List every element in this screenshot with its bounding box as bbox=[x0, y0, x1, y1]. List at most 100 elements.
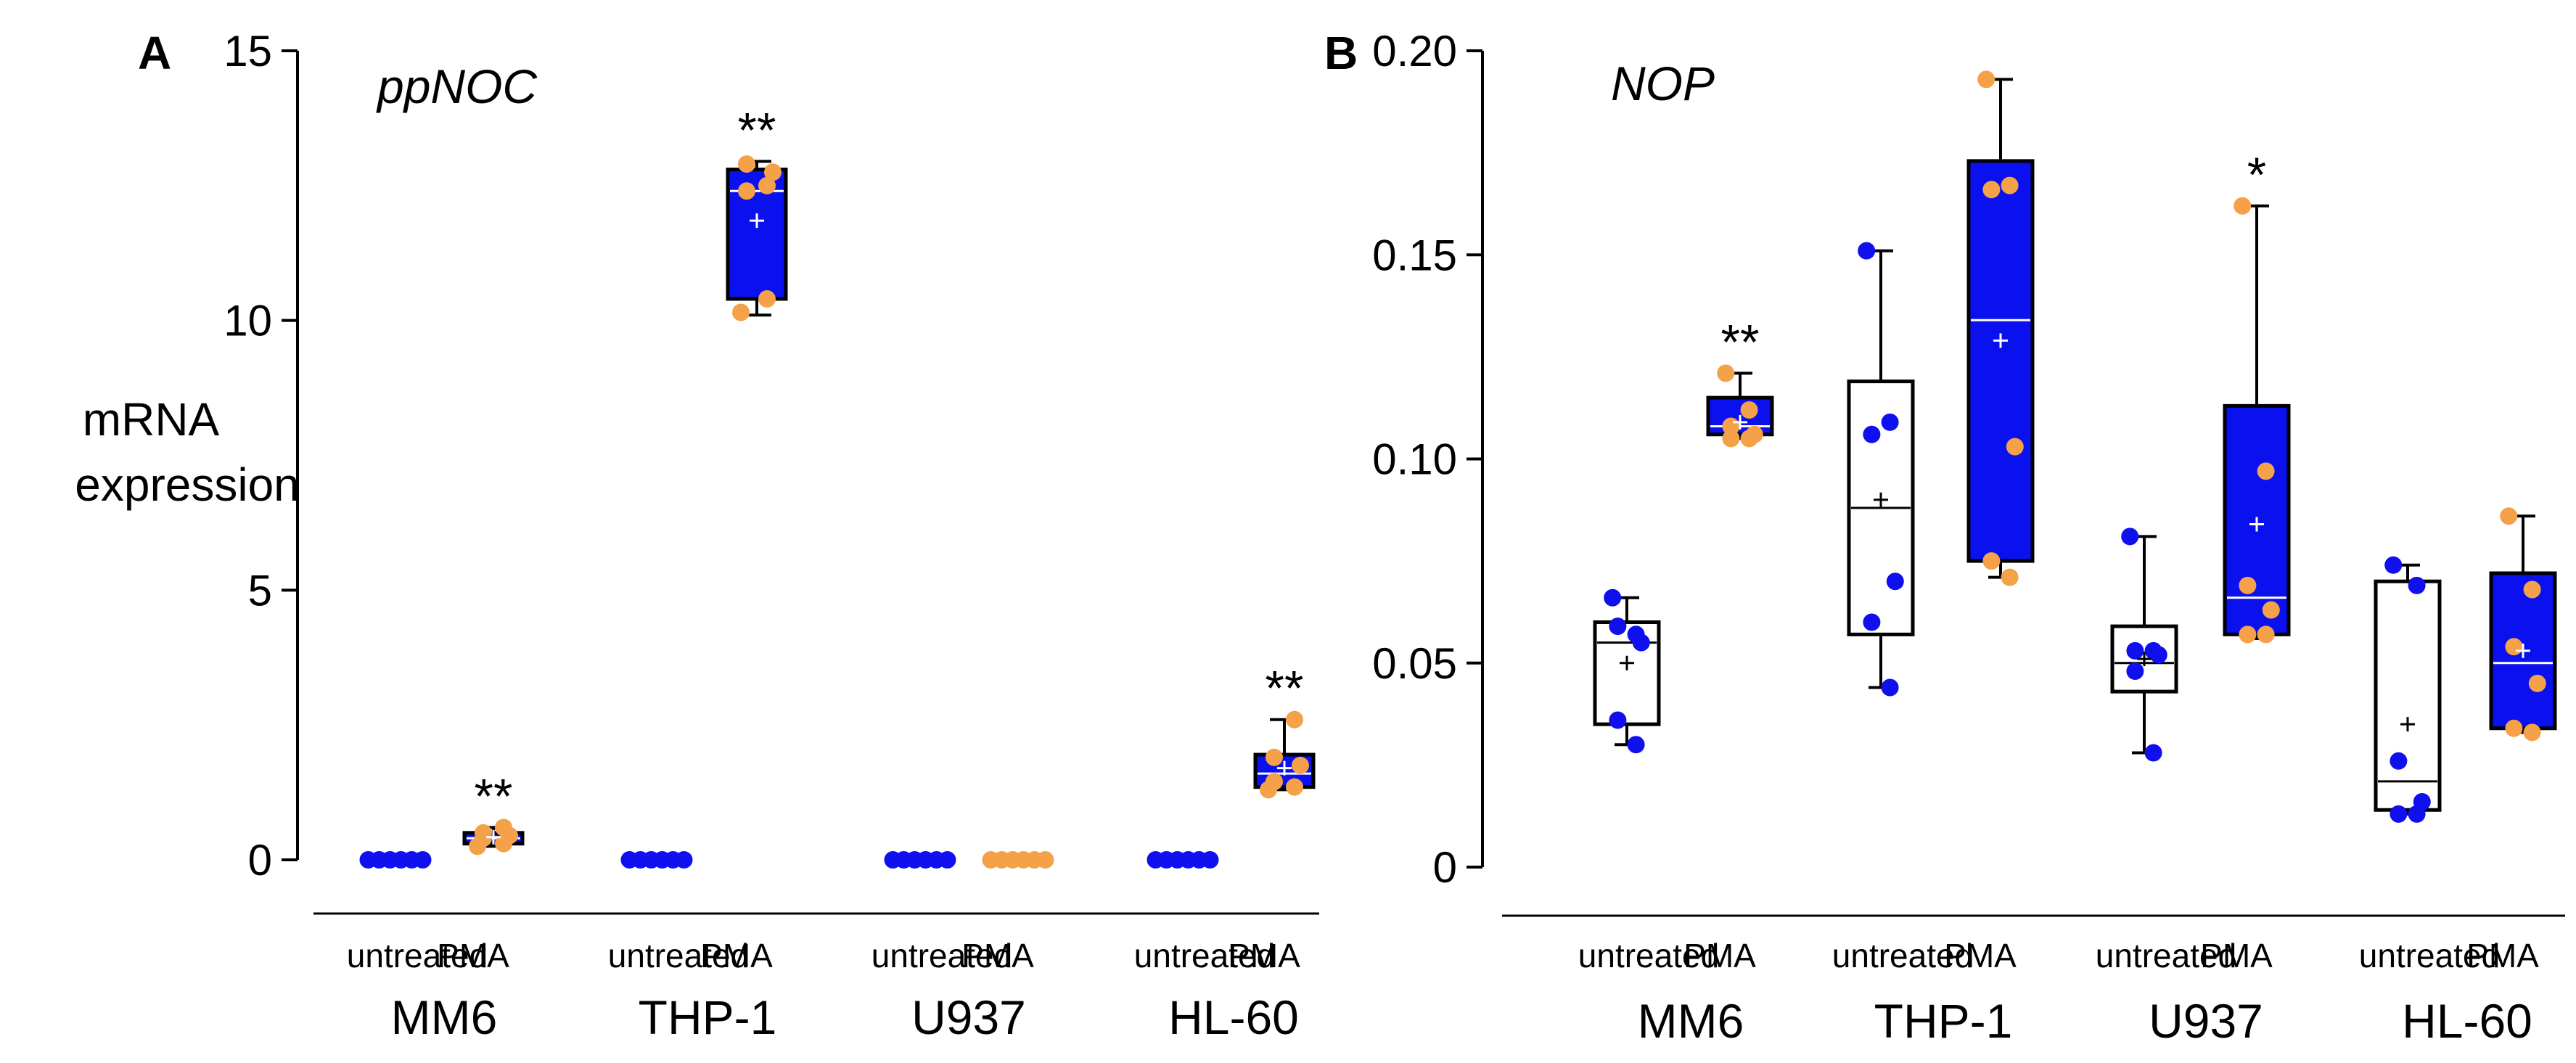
data-point-pma bbox=[2528, 674, 2546, 692]
data-point-pma bbox=[1286, 778, 1303, 796]
data-point-pma bbox=[2257, 462, 2275, 480]
significance-marker: ** bbox=[1721, 314, 1760, 369]
data-point-untreated bbox=[1201, 851, 1219, 869]
cell-line-label: THP-1 bbox=[1874, 994, 2013, 1048]
data-point-untreated bbox=[1858, 242, 1876, 260]
treatment-label-pma: PMA bbox=[1228, 937, 1300, 974]
treatment-label-untreated: untreated bbox=[2096, 937, 2236, 974]
treatment-label-untreated: untreated bbox=[347, 937, 488, 974]
data-point-untreated bbox=[1604, 588, 1622, 607]
data-point-pma bbox=[1286, 710, 1303, 728]
data-point-pma bbox=[2505, 638, 2523, 656]
data-point-pma bbox=[1982, 552, 2001, 570]
data-point-pma bbox=[1292, 756, 1309, 774]
y-tick-label: 0.10 bbox=[1372, 435, 1457, 484]
data-point-pma bbox=[2234, 197, 2252, 215]
data-point-untreated bbox=[2390, 752, 2408, 770]
data-point-untreated bbox=[938, 851, 956, 869]
data-point-pma bbox=[1982, 181, 2001, 199]
y-axis-label-line2: expression bbox=[75, 459, 300, 511]
data-point-untreated bbox=[414, 851, 432, 869]
data-point-untreated bbox=[1609, 711, 1627, 729]
data-point-pma bbox=[1977, 70, 1995, 89]
data-point-untreated bbox=[2408, 576, 2426, 594]
data-point-pma bbox=[1036, 851, 1054, 869]
data-point-pma bbox=[2500, 507, 2518, 525]
data-point-untreated bbox=[1863, 613, 1881, 631]
panel-b-title: NOP bbox=[1611, 57, 1715, 110]
data-point-untreated bbox=[675, 851, 693, 869]
y-tick-label: 15 bbox=[223, 27, 272, 75]
y-tick-label: 10 bbox=[223, 297, 272, 345]
panel-a: A ppNOC mRNA expression 051015untreatedP… bbox=[75, 27, 1319, 1044]
treatment-label-pma: PMA bbox=[1683, 937, 1756, 974]
box bbox=[2374, 579, 2442, 812]
data-point-pma bbox=[2001, 568, 2019, 586]
data-point-untreated bbox=[1609, 617, 1627, 636]
data-point-untreated bbox=[1627, 736, 1645, 754]
significance-marker: ** bbox=[1266, 661, 1304, 716]
panel-a-title: ppNOC bbox=[376, 59, 538, 113]
data-point-untreated bbox=[2390, 805, 2408, 823]
data-point-pma bbox=[738, 182, 755, 200]
panel-a-plot: 051015untreatedPMAMM6**untreatedPMATHP-1… bbox=[223, 27, 1319, 1044]
data-point-pma bbox=[764, 163, 782, 181]
data-point-pma bbox=[732, 303, 750, 321]
data-point-untreated bbox=[2408, 805, 2426, 823]
y-tick-label: 5 bbox=[248, 566, 272, 615]
data-point-pma bbox=[1722, 430, 1740, 448]
treatment-label-pma: PMA bbox=[700, 937, 773, 974]
panel-b-letter: B bbox=[1324, 27, 1358, 79]
data-point-pma bbox=[2523, 580, 2541, 599]
data-point-pma bbox=[2505, 719, 2523, 737]
treatment-label-untreated: untreated bbox=[1134, 937, 1275, 974]
y-tick-label: 0.05 bbox=[1372, 639, 1457, 688]
cell-line-label: U937 bbox=[911, 990, 1026, 1044]
significance-marker: ** bbox=[475, 768, 513, 824]
data-point-untreated bbox=[2149, 646, 2167, 664]
treatment-label-untreated: untreated bbox=[1832, 937, 1973, 974]
significance-marker: ** bbox=[738, 102, 776, 157]
treatment-label-pma: PMA bbox=[2200, 937, 2273, 974]
data-point-untreated bbox=[2126, 662, 2144, 680]
data-point-untreated bbox=[2384, 556, 2403, 574]
data-point-untreated bbox=[2121, 528, 2139, 546]
data-point-pma bbox=[2001, 176, 2019, 194]
data-point-pma bbox=[2523, 723, 2541, 742]
data-point-untreated bbox=[1632, 633, 1650, 652]
data-point-pma bbox=[758, 176, 776, 194]
cell-line-label: MM6 bbox=[1638, 994, 1744, 1048]
data-point-pma bbox=[2006, 438, 2024, 456]
data-point-pma bbox=[1266, 748, 1283, 766]
treatment-label-pma: PMA bbox=[437, 937, 509, 974]
data-point-pma bbox=[495, 818, 512, 837]
data-point-untreated bbox=[1886, 572, 1904, 591]
significance-marker: * bbox=[2247, 147, 2266, 202]
cell-line-label: MM6 bbox=[391, 990, 498, 1044]
data-point-pma bbox=[1717, 364, 1735, 382]
box bbox=[726, 168, 788, 301]
data-point-pma bbox=[2239, 625, 2257, 644]
y-tick-label: 0 bbox=[1433, 843, 1457, 892]
treatment-label-pma: PMA bbox=[2466, 937, 2539, 974]
cell-line-label: U937 bbox=[2149, 994, 2263, 1048]
data-point-untreated bbox=[2126, 641, 2144, 660]
treatment-label-pma: PMA bbox=[961, 937, 1034, 974]
treatment-label-untreated: untreated bbox=[1578, 937, 1719, 974]
cell-line-label: HL-60 bbox=[1168, 990, 1299, 1044]
data-point-untreated bbox=[1863, 425, 1881, 443]
treatment-label-pma: PMA bbox=[1944, 937, 2017, 974]
box bbox=[1593, 620, 1661, 726]
y-tick-label: 0.20 bbox=[1372, 27, 1457, 75]
panel-a-letter: A bbox=[138, 27, 171, 79]
data-point-pma bbox=[758, 290, 776, 308]
cell-line-label: HL-60 bbox=[2402, 994, 2532, 1048]
data-point-pma bbox=[2262, 601, 2280, 619]
data-point-untreated bbox=[2144, 744, 2162, 762]
data-point-pma bbox=[1266, 773, 1283, 791]
y-tick-label: 0.15 bbox=[1372, 231, 1457, 279]
panel-b-plot: 00.050.100.150.20untreatedPMAMM6**untrea… bbox=[1372, 27, 2565, 1048]
data-point-untreated bbox=[1881, 678, 1899, 697]
y-axis-label-line1: mRNA bbox=[83, 393, 220, 446]
